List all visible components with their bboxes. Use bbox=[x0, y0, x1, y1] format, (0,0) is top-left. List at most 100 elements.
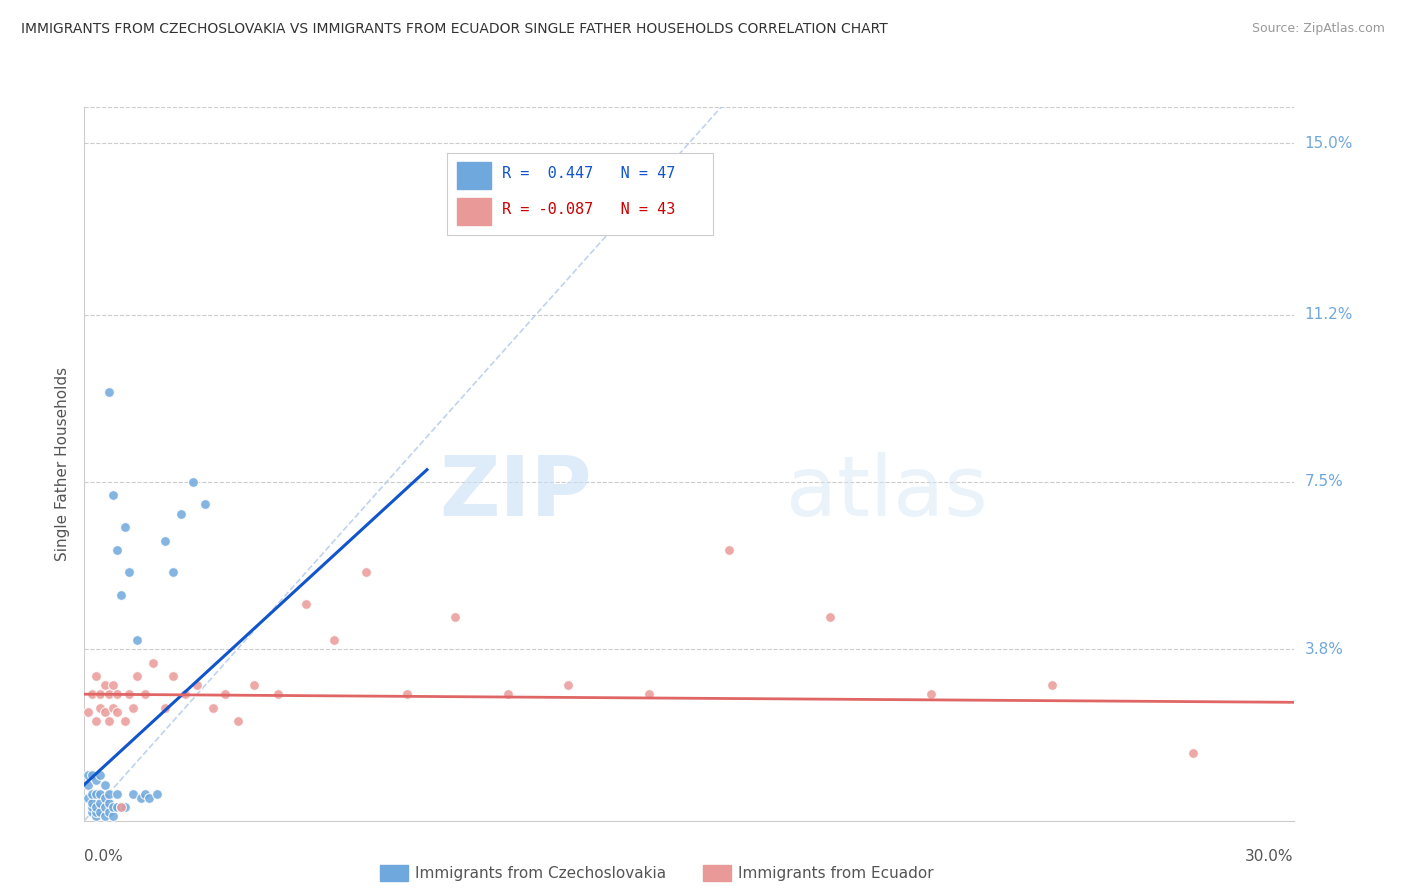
Point bbox=[89, 805, 111, 819]
Point bbox=[86, 800, 108, 814]
Text: 15.0%: 15.0% bbox=[1305, 136, 1353, 151]
Point bbox=[77, 791, 100, 805]
Point bbox=[97, 714, 120, 729]
Point bbox=[110, 800, 132, 814]
Point bbox=[86, 809, 108, 823]
Point bbox=[101, 488, 124, 502]
Point bbox=[86, 787, 108, 801]
Point bbox=[82, 787, 104, 801]
Point bbox=[125, 669, 148, 683]
Point bbox=[181, 475, 204, 489]
Point bbox=[101, 678, 124, 692]
Point bbox=[82, 800, 104, 814]
Point bbox=[267, 687, 290, 701]
Point bbox=[77, 777, 100, 791]
FancyBboxPatch shape bbox=[447, 153, 713, 235]
Point bbox=[82, 687, 104, 701]
Point bbox=[121, 787, 143, 801]
Point bbox=[138, 791, 160, 805]
Point bbox=[97, 687, 120, 701]
Point bbox=[226, 714, 249, 729]
Point bbox=[557, 678, 579, 692]
Point bbox=[718, 542, 741, 557]
Point bbox=[86, 772, 108, 787]
Point bbox=[395, 687, 418, 701]
Bar bbox=[457, 198, 491, 225]
Point bbox=[1040, 678, 1063, 692]
Point bbox=[114, 800, 136, 814]
Point bbox=[496, 687, 519, 701]
Point bbox=[153, 700, 176, 714]
Text: Immigrants from Czechoslovakia: Immigrants from Czechoslovakia bbox=[415, 866, 666, 880]
Point bbox=[105, 542, 128, 557]
Point bbox=[89, 768, 111, 782]
Point bbox=[93, 791, 115, 805]
Point bbox=[86, 805, 108, 819]
Y-axis label: Single Father Households: Single Father Households bbox=[55, 367, 70, 561]
Point bbox=[114, 520, 136, 534]
Text: atlas: atlas bbox=[786, 452, 987, 533]
Point bbox=[77, 705, 100, 719]
Point bbox=[110, 588, 132, 602]
Point bbox=[637, 687, 659, 701]
Point bbox=[170, 507, 193, 521]
Point bbox=[162, 669, 184, 683]
Text: 0.0%: 0.0% bbox=[84, 849, 124, 864]
Point bbox=[105, 705, 128, 719]
Point bbox=[118, 566, 141, 580]
Point bbox=[174, 687, 197, 701]
Point bbox=[146, 787, 169, 801]
Point bbox=[93, 800, 115, 814]
Point bbox=[818, 610, 841, 624]
Point bbox=[134, 787, 156, 801]
Point bbox=[77, 768, 100, 782]
Point bbox=[93, 678, 115, 692]
Point bbox=[89, 787, 111, 801]
Point bbox=[97, 787, 120, 801]
Point bbox=[101, 809, 124, 823]
Point bbox=[93, 705, 115, 719]
Text: Immigrants from Ecuador: Immigrants from Ecuador bbox=[738, 866, 934, 880]
Point bbox=[1181, 746, 1204, 760]
Point bbox=[105, 787, 128, 801]
Point bbox=[93, 777, 115, 791]
Point bbox=[93, 809, 115, 823]
Point bbox=[295, 597, 318, 611]
Point bbox=[125, 632, 148, 647]
Point bbox=[97, 384, 120, 399]
Point bbox=[214, 687, 236, 701]
Point bbox=[356, 566, 378, 580]
Point bbox=[202, 700, 225, 714]
Point bbox=[101, 800, 124, 814]
Point bbox=[89, 687, 111, 701]
Text: R = -0.087   N = 43: R = -0.087 N = 43 bbox=[502, 202, 675, 217]
Point bbox=[110, 800, 132, 814]
Point bbox=[114, 714, 136, 729]
Point bbox=[121, 700, 143, 714]
Point bbox=[101, 700, 124, 714]
Point bbox=[105, 800, 128, 814]
Point bbox=[134, 687, 156, 701]
Point bbox=[97, 805, 120, 819]
Point bbox=[323, 632, 346, 647]
Bar bbox=[457, 162, 491, 189]
Point bbox=[86, 669, 108, 683]
Text: 11.2%: 11.2% bbox=[1305, 308, 1353, 322]
Point bbox=[242, 678, 264, 692]
Point bbox=[118, 687, 141, 701]
Text: IMMIGRANTS FROM CZECHOSLOVAKIA VS IMMIGRANTS FROM ECUADOR SINGLE FATHER HOUSEHOL: IMMIGRANTS FROM CZECHOSLOVAKIA VS IMMIGR… bbox=[21, 22, 887, 37]
Text: 30.0%: 30.0% bbox=[1246, 849, 1294, 864]
Point bbox=[920, 687, 942, 701]
Point bbox=[97, 796, 120, 810]
Point bbox=[129, 791, 152, 805]
Point bbox=[86, 714, 108, 729]
Point bbox=[444, 610, 467, 624]
Text: ZIP: ZIP bbox=[440, 452, 592, 533]
Point bbox=[89, 700, 111, 714]
Text: 3.8%: 3.8% bbox=[1305, 641, 1344, 657]
Point bbox=[162, 566, 184, 580]
Point bbox=[82, 768, 104, 782]
Point bbox=[194, 498, 217, 512]
Text: Source: ZipAtlas.com: Source: ZipAtlas.com bbox=[1251, 22, 1385, 36]
Point bbox=[82, 805, 104, 819]
